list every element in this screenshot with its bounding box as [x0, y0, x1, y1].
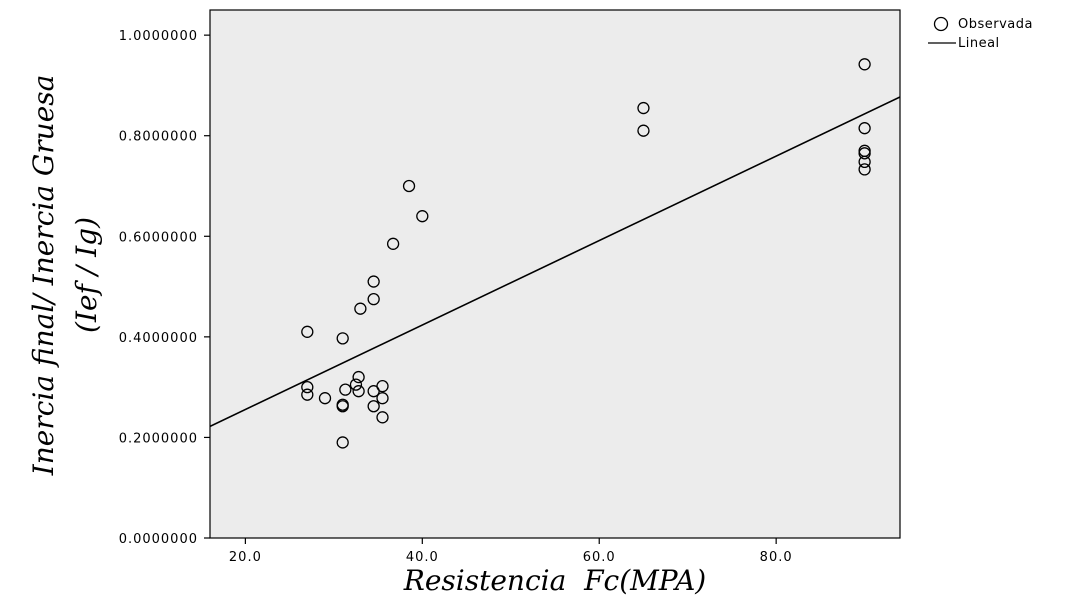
- scatter-point: [318, 392, 332, 405]
- scatter-point: [858, 155, 871, 169]
- scatter-point: [386, 237, 400, 250]
- scatter-point: [352, 385, 365, 398]
- scatter-point: [367, 275, 380, 288]
- scatter-point: [354, 302, 367, 315]
- x-tick-label: 80.0: [760, 550, 793, 565]
- scatter-point: [376, 392, 389, 405]
- scatter-point: [637, 101, 650, 115]
- scatter-point: [416, 210, 429, 223]
- y-tick-label: 0.6000000: [119, 230, 198, 245]
- scatter-point: [336, 332, 349, 345]
- scatter-point: [402, 179, 416, 193]
- x-tick-label: 40.0: [406, 550, 439, 565]
- scatter-points: [301, 58, 871, 449]
- y-tick-label: 0.4000000: [119, 331, 198, 346]
- scatter-point: [336, 436, 349, 449]
- y-tick-label: 0.2000000: [119, 431, 198, 446]
- scatter-point: [301, 325, 314, 338]
- scatter-point: [376, 411, 389, 424]
- scatter-point: [339, 383, 352, 396]
- x-axis-title: Resistencia Fc(MPA): [403, 564, 706, 597]
- scatter-point: [349, 378, 363, 391]
- plot-area: [209, 9, 901, 539]
- linear-fit-line: [210, 96, 900, 428]
- x-axis: 20.0 40.0 60.0 80.0: [229, 538, 793, 565]
- x-tick-label: 20.0: [229, 550, 262, 565]
- legend-label-observada: Observada: [958, 17, 1033, 32]
- scatter-point: [376, 379, 389, 393]
- y-tick-label: 0.0000000: [119, 532, 198, 547]
- fit-line-group: [210, 96, 900, 428]
- scatter-point: [301, 388, 314, 401]
- x-tick-label: 60.0: [583, 550, 616, 565]
- y-axis: 0.0000000 0.2000000 0.4000000 0.6000000 0.80…: [119, 29, 210, 547]
- legend: Observada Lineal: [928, 16, 1033, 51]
- y-tick-label: 0.8000000: [119, 130, 198, 145]
- scatter-point: [367, 400, 380, 413]
- scatter-point: [858, 163, 871, 176]
- legend-marker-observada: [933, 16, 949, 32]
- scatter-point: [637, 124, 650, 137]
- scatter-point: [301, 380, 314, 394]
- scatter-point: [352, 370, 365, 384]
- y-axis-title-line2: (Ief / Ig): [70, 217, 103, 333]
- legend-label-lineal: Lineal: [958, 36, 1000, 51]
- y-tick-label: 1.0000000: [119, 29, 198, 44]
- scatter-point: [367, 292, 380, 306]
- scatter-point: [858, 58, 871, 71]
- y-axis-title-line1: Inercia final/ Inercia Gruesa: [27, 75, 60, 477]
- scatter-point: [858, 147, 871, 160]
- scatter-point: [336, 400, 349, 413]
- scatter-point: [858, 122, 871, 135]
